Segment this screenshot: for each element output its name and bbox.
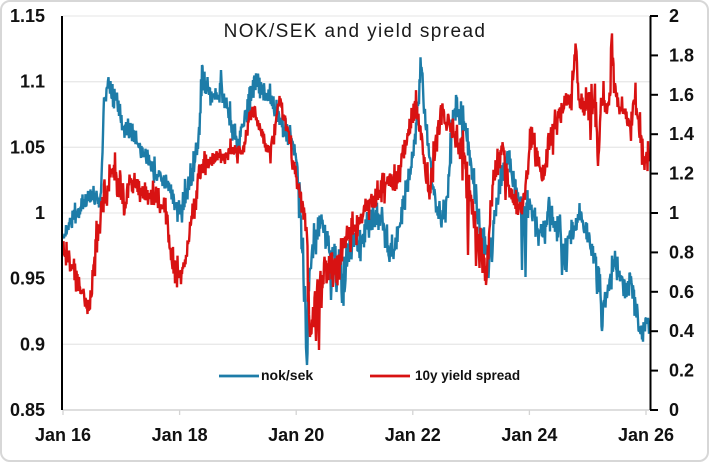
svg-text:0.9: 0.9 — [20, 334, 45, 354]
svg-text:1: 1 — [669, 203, 679, 223]
svg-text:1.1: 1.1 — [20, 72, 45, 92]
svg-text:Jan 24: Jan 24 — [501, 425, 557, 445]
svg-text:1.4: 1.4 — [669, 124, 694, 144]
svg-text:1: 1 — [35, 203, 45, 223]
svg-text:0.8: 0.8 — [669, 242, 694, 262]
svg-text:0.95: 0.95 — [10, 269, 45, 289]
svg-text:0.6: 0.6 — [669, 282, 694, 302]
svg-text:Jan 26: Jan 26 — [618, 425, 674, 445]
svg-text:Jan 22: Jan 22 — [385, 425, 441, 445]
svg-text:Jan 20: Jan 20 — [268, 425, 324, 445]
svg-text:0.85: 0.85 — [10, 400, 45, 420]
svg-text:1.05: 1.05 — [10, 137, 45, 157]
svg-text:1.6: 1.6 — [669, 85, 694, 105]
svg-text:1.2: 1.2 — [669, 164, 694, 184]
svg-text:NOK/SEK and yield spread: NOK/SEK and yield spread — [224, 21, 487, 42]
svg-text:10y yield spread: 10y yield spread — [415, 368, 520, 383]
svg-text:2: 2 — [669, 6, 679, 26]
svg-text:0.2: 0.2 — [669, 361, 694, 381]
svg-text:0: 0 — [669, 400, 679, 420]
svg-text:Jan 18: Jan 18 — [152, 425, 208, 445]
svg-text:1.15: 1.15 — [10, 6, 45, 26]
svg-text:Jan 16: Jan 16 — [35, 425, 91, 445]
svg-text:nok/sek: nok/sek — [261, 367, 313, 383]
svg-text:0.4: 0.4 — [669, 321, 694, 341]
svg-text:1.8: 1.8 — [669, 45, 694, 65]
